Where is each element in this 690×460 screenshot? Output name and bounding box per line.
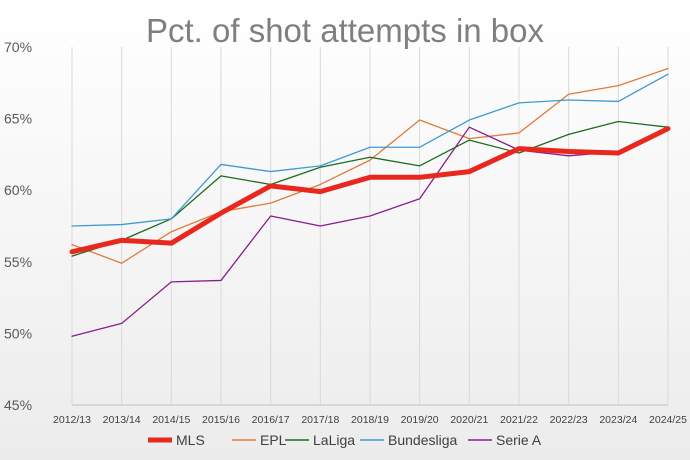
legend-label: MLS [176, 432, 205, 448]
x-tick-label: 2014/15 [152, 414, 190, 426]
x-tick-label: 2015/16 [202, 414, 240, 426]
legend-label: EPL [260, 432, 287, 448]
legend-label: Bundesliga [388, 432, 457, 448]
series-group [69, 67, 671, 337]
x-tick-label: 2018/19 [351, 414, 389, 426]
y-tick-label: 60% [4, 182, 32, 198]
x-tick-label: 2021/22 [500, 414, 538, 426]
x-tick-label: 2019/20 [401, 414, 439, 426]
series-line-bundesliga [71, 73, 669, 227]
y-tick-label: 45% [4, 397, 32, 413]
legend-item: Bundesliga [360, 432, 457, 448]
legend-item: MLS [148, 432, 205, 448]
legend-label: LaLiga [313, 432, 355, 448]
x-axis: 2012/13 2013/14 2014/15 2015/16 2016/17 2017/… [53, 414, 687, 426]
y-tick-label: 50% [4, 325, 32, 341]
x-tick-label: 2013/14 [103, 414, 141, 426]
series-line-serie-a [71, 126, 669, 337]
legend-item: LaLiga [285, 432, 355, 448]
y-tick-label: 65% [4, 111, 32, 127]
x-tick-label: 2016/17 [252, 414, 290, 426]
legend-label: Serie A [496, 432, 542, 448]
series-line-epl [71, 67, 669, 264]
series-line-mls [69, 126, 671, 255]
chart-title: Pct. of shot attempts in box [146, 12, 545, 49]
y-tick-label: 55% [4, 254, 32, 270]
y-axis: 45% 50% 55% 60% 65% 70% [4, 39, 32, 413]
legend-item: EPL [232, 432, 287, 448]
x-tick-label: 2023/24 [599, 414, 637, 426]
legend-item: Serie A [468, 432, 542, 448]
x-tick-label: 2022/23 [550, 414, 588, 426]
x-tick-label: 2024/25 [649, 414, 687, 426]
x-tick-label: 2020/21 [450, 414, 488, 426]
x-tick-label: 2012/13 [53, 414, 91, 426]
legend: MLS EPL LaLiga Bundesliga Serie A [148, 432, 542, 448]
x-tick-label: 2017/18 [301, 414, 339, 426]
y-tick-label: 70% [4, 39, 32, 55]
